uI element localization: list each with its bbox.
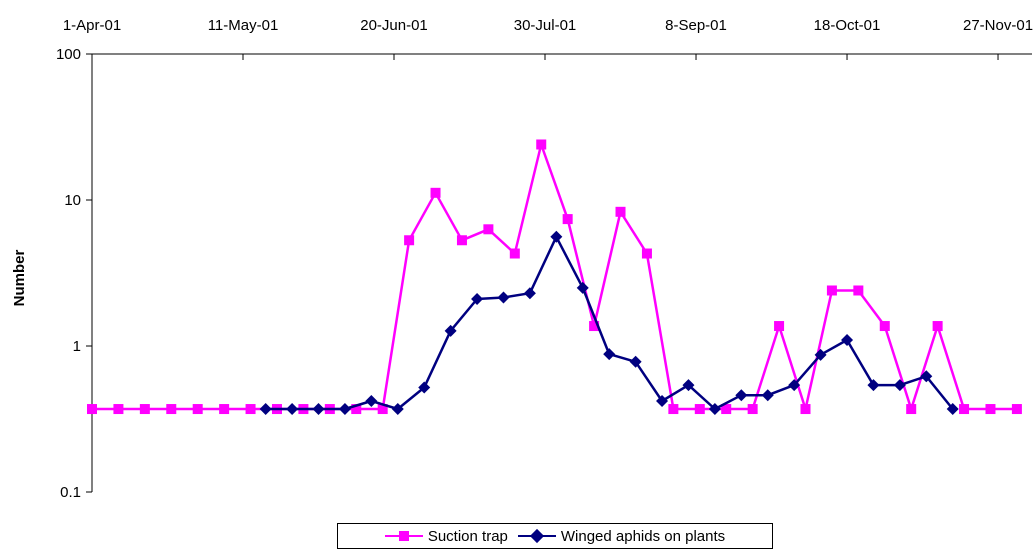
y-tick-label: 0.1 — [60, 484, 81, 501]
data-point-diamond — [629, 355, 642, 368]
y-axis-title: Number — [11, 250, 28, 307]
data-point-diamond — [814, 348, 827, 361]
legend-label-winged-aphids: Winged aphids on plants — [560, 527, 726, 545]
x-tick-label: 20-Jun-01 — [360, 17, 428, 34]
data-point-square — [668, 404, 679, 415]
data-point-diamond — [867, 379, 880, 392]
legend-label-suction-trap: Suction trap — [427, 527, 508, 545]
series-line-0 — [92, 143, 1017, 411]
data-point-square — [219, 404, 230, 415]
data-point-diamond — [497, 291, 510, 304]
data-point-square — [166, 404, 177, 415]
x-tick-label: 30-Jul-01 — [514, 17, 577, 34]
legend: Suction trap Winged aphids on plants — [337, 523, 773, 549]
y-tick-label: 100 — [56, 46, 81, 63]
data-point-square — [430, 187, 441, 198]
data-point-diamond — [656, 395, 669, 408]
data-point-diamond — [893, 379, 906, 392]
data-point-diamond — [682, 379, 695, 392]
data-point-square — [113, 404, 124, 415]
data-point-square — [509, 248, 520, 259]
data-point-diamond — [286, 403, 299, 416]
series-layer — [87, 139, 1022, 416]
data-point-diamond — [259, 403, 272, 416]
data-point-square — [404, 235, 415, 246]
data-point-square — [721, 404, 732, 415]
data-point-square — [853, 285, 864, 296]
data-point-diamond — [576, 281, 589, 294]
data-point-square — [562, 214, 573, 225]
data-point-diamond — [788, 379, 801, 392]
data-point-diamond — [312, 403, 325, 416]
data-point-diamond — [391, 403, 404, 416]
data-point-square — [536, 139, 547, 150]
data-point-diamond — [841, 333, 854, 346]
legend-item-winged-aphids: Winged aphids on plants — [517, 527, 726, 545]
data-point-square — [87, 404, 97, 415]
x-tick-label: 11-May-01 — [208, 17, 279, 34]
data-point-diamond — [338, 403, 351, 416]
data-point-diamond — [946, 403, 959, 416]
data-point-diamond — [550, 230, 563, 243]
data-point-square — [932, 321, 943, 332]
data-point-square — [1011, 404, 1022, 415]
data-point-square — [747, 404, 758, 415]
data-point-diamond — [708, 403, 721, 416]
data-point-square — [139, 404, 150, 415]
data-point-square — [377, 404, 388, 415]
y-tick-label: 1 — [73, 338, 81, 355]
data-point-square — [985, 404, 996, 415]
data-point-diamond — [761, 389, 774, 402]
data-point-square — [800, 404, 811, 415]
data-point-square — [615, 206, 626, 217]
data-point-diamond — [444, 324, 457, 337]
data-point-square — [774, 321, 785, 332]
data-point-square — [694, 404, 705, 415]
legend-swatch-suction-trap — [384, 529, 423, 543]
data-point-diamond — [418, 381, 431, 394]
legend-swatch-winged-aphids — [517, 528, 556, 544]
data-point-diamond — [603, 348, 616, 361]
data-point-square — [456, 235, 467, 246]
x-tick-label: 8-Sep-01 — [665, 17, 727, 34]
x-tick-label: 27-Nov-01 — [963, 17, 1033, 34]
x-tick-label: 1-Apr-01 — [63, 17, 121, 34]
x-tick-label: 18-Oct-01 — [814, 17, 881, 34]
data-point-diamond — [735, 389, 748, 402]
data-point-square — [351, 404, 362, 415]
data-point-square — [192, 404, 203, 415]
data-point-square — [906, 404, 917, 415]
x-axis: 1-Apr-01 11-May-01 20-Jun-01 30-Jul-01 8-Sep… — [63, 17, 1033, 60]
data-point-square — [245, 404, 256, 415]
data-point-diamond — [523, 287, 536, 300]
data-point-square — [959, 404, 970, 415]
data-point-diamond — [365, 395, 378, 408]
data-point-diamond — [920, 370, 933, 383]
data-point-square — [641, 248, 652, 259]
y-tick-label: 10 — [64, 192, 81, 209]
legend-item-suction-trap: Suction trap — [384, 527, 508, 545]
data-point-diamond — [471, 292, 484, 305]
data-point-square — [589, 321, 600, 332]
y-axis: 0.1 1 10 100 — [56, 46, 93, 501]
data-point-square — [879, 321, 890, 332]
data-point-square — [483, 224, 494, 235]
data-point-square — [826, 285, 837, 296]
